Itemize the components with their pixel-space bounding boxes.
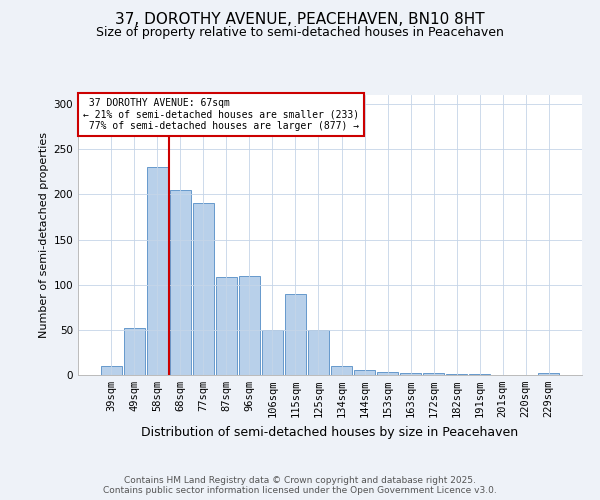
Bar	[101, 366, 122, 375]
Bar	[400, 373, 421, 375]
Bar	[331, 366, 352, 375]
Bar	[147, 168, 167, 375]
Bar	[354, 370, 375, 375]
Bar	[262, 330, 283, 375]
Bar	[308, 330, 329, 375]
Text: 37, DOROTHY AVENUE, PEACEHAVEN, BN10 8HT: 37, DOROTHY AVENUE, PEACEHAVEN, BN10 8HT	[115, 12, 485, 28]
Text: Contains HM Land Registry data © Crown copyright and database right 2025.: Contains HM Land Registry data © Crown c…	[124, 476, 476, 485]
Bar	[377, 372, 398, 375]
Bar	[446, 374, 467, 375]
Text: Contains public sector information licensed under the Open Government Licence v3: Contains public sector information licen…	[103, 486, 497, 495]
Text: 37 DOROTHY AVENUE: 67sqm
← 21% of semi-detached houses are smaller (233)
 77% of: 37 DOROTHY AVENUE: 67sqm ← 21% of semi-d…	[83, 98, 359, 131]
Bar	[239, 276, 260, 375]
X-axis label: Distribution of semi-detached houses by size in Peacehaven: Distribution of semi-detached houses by …	[142, 426, 518, 438]
Bar	[538, 373, 559, 375]
Bar	[423, 373, 444, 375]
Bar	[285, 294, 306, 375]
Y-axis label: Number of semi-detached properties: Number of semi-detached properties	[39, 132, 49, 338]
Bar	[170, 190, 191, 375]
Bar	[469, 374, 490, 375]
Bar	[124, 328, 145, 375]
Bar	[193, 204, 214, 375]
Text: Size of property relative to semi-detached houses in Peacehaven: Size of property relative to semi-detach…	[96, 26, 504, 39]
Bar	[216, 278, 237, 375]
